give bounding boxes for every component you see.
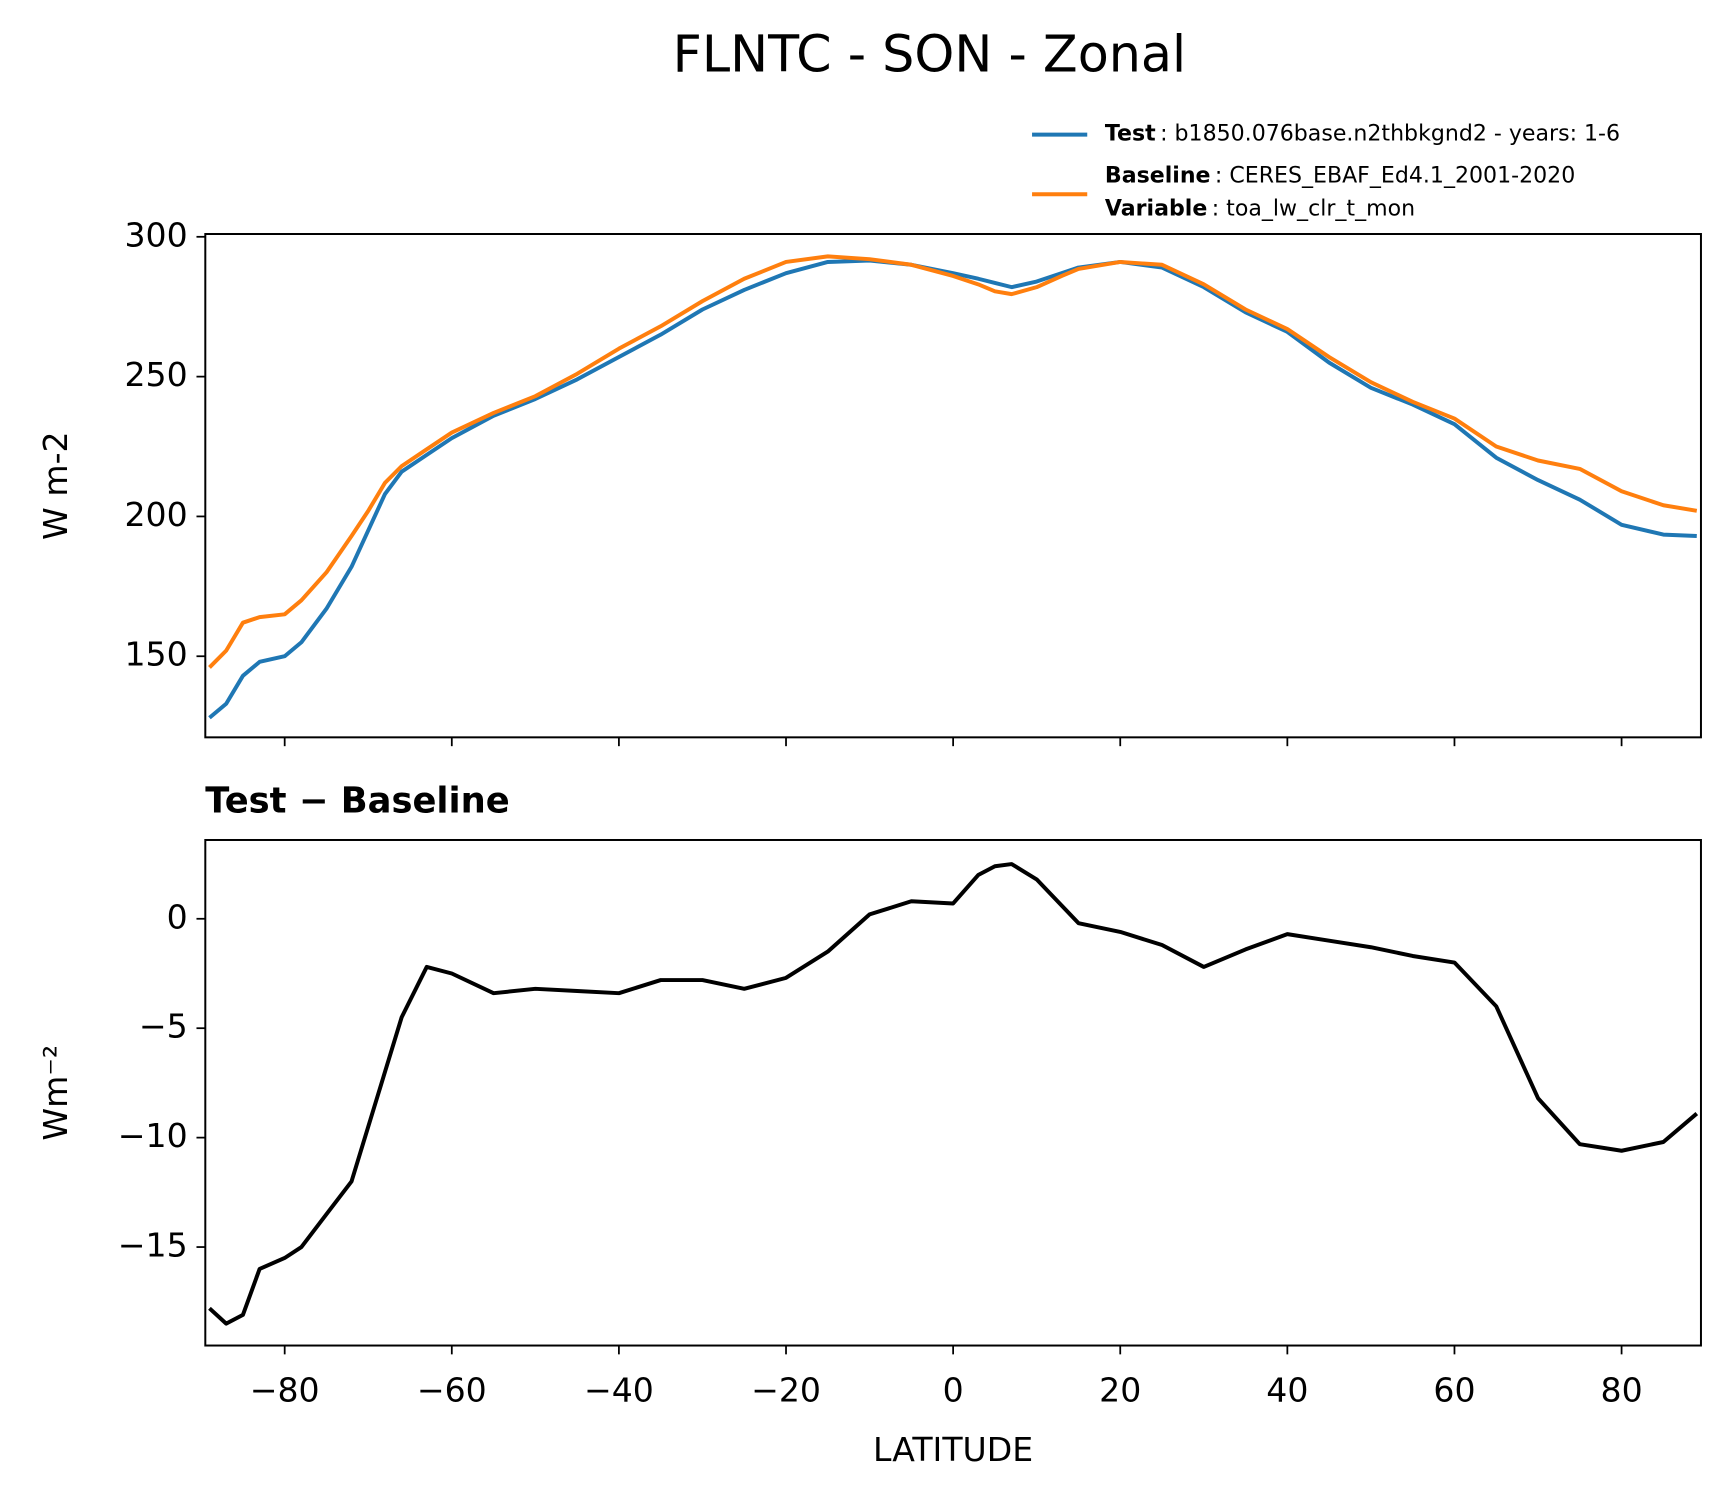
x-tick-label: 0 (943, 1370, 964, 1409)
axes-frame (204, 233, 1702, 739)
figure-title: FLNTC - SON - Zonal (673, 24, 1187, 83)
x-tick-label: 60 (1433, 1370, 1475, 1409)
x-tick-label: 20 (1099, 1370, 1141, 1409)
data-line (208, 254, 1698, 669)
legend-description: : b1850.076base.n2thbkgnd2 - years: 1-6 (1160, 122, 1620, 147)
y-tick-label: 300 (124, 215, 187, 254)
y-tick-label: 250 (124, 355, 187, 394)
y-tick-label: 150 (124, 635, 187, 674)
x-axis-label: LATITUDE (873, 1430, 1033, 1469)
data-line (208, 258, 1697, 720)
x-tick-label: 80 (1601, 1370, 1643, 1409)
legend-name: Test (1105, 122, 1156, 147)
legend-entry: Variable: toa_lw_clr_t_mon (1105, 197, 1415, 222)
y-axis-label: W m-2 (36, 431, 75, 540)
axes-frame (204, 838, 1702, 1347)
legend-name: Variable (1105, 197, 1207, 222)
y-tick-label: −5 (139, 1007, 188, 1046)
legend-description: : toa_lw_clr_t_mon (1212, 197, 1415, 222)
y-tick-label: 200 (124, 495, 187, 534)
x-tick-label: −40 (584, 1370, 654, 1409)
y-tick-label: −10 (118, 1116, 188, 1155)
legend-description: : CERES_EBAF_Ed4.1_2001-2020 (1215, 164, 1575, 189)
y-axis-label: Wm⁻² (36, 1045, 75, 1141)
x-tick-label: −60 (417, 1370, 487, 1409)
legend-name: Baseline (1105, 164, 1211, 189)
x-tick-label: −80 (250, 1370, 320, 1409)
legend-entry: Test: b1850.076base.n2thbkgnd2 - years: … (1105, 122, 1620, 147)
x-tick-label: −20 (751, 1370, 821, 1409)
data-line (208, 862, 1699, 1326)
y-tick-label: 0 (167, 897, 188, 936)
x-tick-label: 40 (1266, 1370, 1308, 1409)
panel-title: Test − Baseline (205, 780, 509, 821)
legend-entry: Baseline: CERES_EBAF_Ed4.1_2001-2020 (1105, 164, 1575, 189)
y-tick-label: −15 (118, 1226, 188, 1265)
